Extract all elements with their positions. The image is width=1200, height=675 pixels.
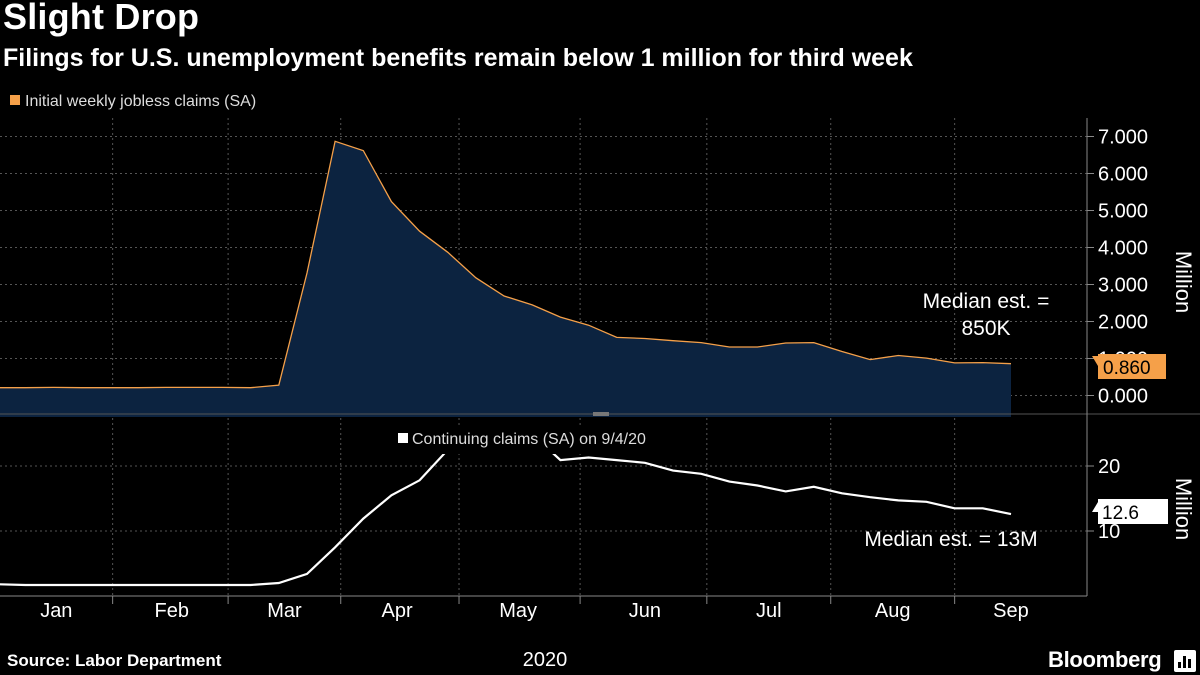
x-axis-year: 2020 [523,649,568,671]
continuing-median-annotation: Median est. = 13M [864,528,1037,551]
initial-claims-area [0,141,1011,418]
initial-claims-legend-swatch [10,95,20,105]
top-y-tick-label: 6.000 [1098,164,1148,186]
initial-last-value: 0.860 [1103,358,1151,379]
bottom-y-ticks: 10 20 [1087,456,1120,543]
top-y-tick-label: 4.000 [1098,238,1148,260]
x-tick-label-sep: Sep [993,600,1029,622]
initial-claims-legend: Initial weekly jobless claims (SA) [25,93,256,110]
initial-claims-line [0,140,1012,389]
continuing-claims-legend: Continuing claims (SA) on 9/4/20 [412,431,646,448]
x-tick-label-jan: Jan [40,600,72,622]
top-y-tick-label: 0.000 [1098,386,1148,408]
source-note: Source: Labor Department [7,651,222,670]
bottom-y-tick-label: 20 [1098,456,1120,478]
top-y-tick-label: 2.000 [1098,312,1148,334]
chart-subtitle: Filings for U.S. unemployment benefits r… [3,44,913,72]
continuing-last-value-tag [1092,499,1168,524]
x-tick-label-aug: Aug [875,600,911,622]
top-y-tick-label: 3.000 [1098,275,1148,297]
bloomberg-logo: Bloomberg [1048,647,1162,672]
grid [0,118,1087,604]
continuing-claims-line [0,433,1012,587]
x-tick-label-feb: Feb [155,600,189,622]
bottom-unit-label: Million [1171,478,1196,540]
initial-median-annotation-line2: 850K [961,317,1010,340]
continuing-claims-legend-swatch [398,433,408,443]
x-tick-label-mar: Mar [267,600,302,622]
x-tick-label-may: May [499,600,537,622]
top-y-tick-label: 5.000 [1098,201,1148,223]
continuing-last-value: 12.6 [1102,503,1139,524]
x-tick-label-jul: Jul [756,600,782,622]
chart-title: Slight Drop [3,0,200,37]
top-unit-label: Million [1171,251,1196,313]
panel-resize-handle[interactable] [593,412,609,416]
initial-median-annotation-line1: Median est. = [923,290,1050,313]
x-tick-label-jun: Jun [629,600,661,622]
bloomberg-chart-icon [1174,650,1196,672]
x-tick-label-apr: Apr [382,600,413,622]
initial-last-value-tag [1092,354,1166,379]
initial-claims-panel [0,140,1012,418]
continuing-claims-legend-box [388,426,705,454]
top-y-tick-label: 7.000 [1098,127,1148,149]
x-ticks: Jan Feb Mar Apr May Jun Jul Aug Sep [40,600,1029,622]
bottom-y-tick-label: 10 [1098,521,1120,543]
continuing-claims-panel [0,433,1012,587]
